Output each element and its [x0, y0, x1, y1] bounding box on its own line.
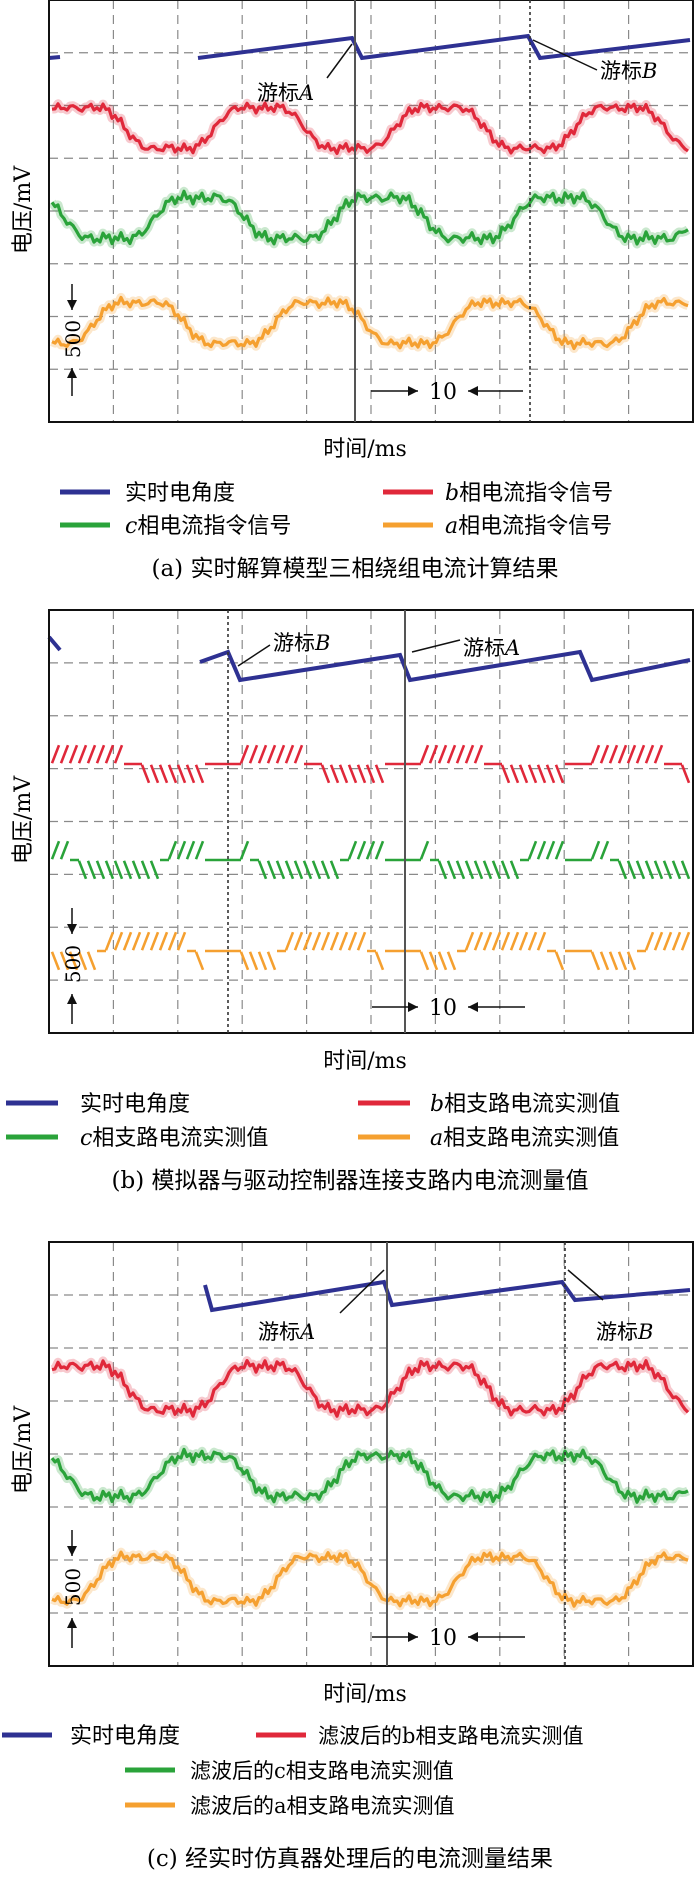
panel-a-ylabel: 电压/mV — [11, 165, 36, 254]
legend-c-label-angle: 实时电角度 — [70, 1724, 180, 1749]
panel-c-trace-b-halo — [50, 1356, 692, 1421]
panel-a-trace-a — [51, 295, 689, 351]
panel-a-cursor-a-leader — [326, 43, 353, 79]
panel-b-ylabel: 电压/mV — [11, 775, 36, 864]
panel-a-cursor-b-leader — [532, 39, 598, 71]
panel-b-trace-b — [50, 744, 691, 784]
panel-b-waveforms — [47, 635, 691, 971]
panel-c-voltage-scale: 500 — [61, 1530, 85, 1648]
panel-a-time-scale-value: 10 — [429, 380, 457, 405]
legend-b-label-a: a相支路电流实测值 — [430, 1126, 619, 1151]
legend-b-label-b: b相支路电流实测值 — [430, 1092, 620, 1117]
panel-b-cursor-a-leader — [411, 639, 461, 653]
panel-b-xlabel: 时间/ms — [323, 1049, 407, 1074]
panel-a-cursor-b-label: 游标B — [600, 59, 657, 83]
panel-b-voltage-scale-value: 500 — [61, 945, 85, 983]
panel-c-xlabel: 时间/ms — [323, 1682, 407, 1707]
panel-b-caption: (b) 模拟器与驱动控制器连接支路内电流测量值 — [112, 1168, 589, 1194]
panel-c-cursor-a-label: 游标A — [258, 1320, 315, 1344]
panel-b-grid — [49, 610, 693, 1033]
panel-b-trace-angle — [47, 635, 691, 683]
panel-c-ylabel: 电压/mV — [11, 1405, 36, 1494]
panel-b-legend: 实时电角度 b相支路电流实测值 c相支路电流实测值 a相支路电流实测值 — [6, 1092, 620, 1151]
legend-b-label-angle: 实时电角度 — [80, 1092, 190, 1117]
panel-a-trace-c — [50, 189, 689, 246]
legend-a-label-c: c相电流指令信号 — [125, 514, 291, 539]
panel-a-grid — [49, 0, 693, 422]
panel-a-xlabel: 时间/ms — [323, 437, 407, 462]
panel-b-frame — [48, 609, 694, 1034]
panel-c-trace-a — [51, 1550, 689, 1608]
panel-b-trace-c — [50, 840, 691, 880]
legend-c-label-b: 滤波后的b相支路电流实测值 — [318, 1724, 583, 1748]
panel-a-caption: (a) 实时解算模型三相绕组电流计算结果 — [152, 556, 559, 582]
panel-b-cursor-b-leader — [237, 644, 271, 667]
panel-c-time-scale-value: 10 — [429, 1626, 457, 1651]
panel-a-cursor-a-label: 游标A — [257, 81, 314, 105]
panel-c-trace-c — [50, 1447, 689, 1504]
panel-c-legend: 实时电角度 滤波后的b相支路电流实测值 滤波后的c相支路电流实测值 滤波后的a相… — [2, 1724, 583, 1818]
panel-a-voltage-scale-value: 500 — [61, 320, 85, 358]
panel-a-trace-angle-start — [48, 55, 61, 60]
legend-a-label-angle: 实时电角度 — [125, 481, 235, 506]
panel-a: 游标A 游标B 10 500 电压/mV 时间/ms 实时电角度 b相电流指令信… — [11, 0, 694, 582]
panel-c-voltage-scale-value: 500 — [61, 1568, 85, 1606]
panel-b-voltage-scale: 500 — [61, 908, 85, 1024]
panel-b-time-scale-value: 10 — [429, 996, 457, 1021]
panel-a-trace-angle — [197, 33, 691, 61]
panel-c-cursor-b-label: 游标B — [596, 1320, 653, 1344]
panel-a-time-scale: 10 — [371, 380, 523, 405]
panel-a-voltage-scale: 500 — [61, 284, 85, 396]
panel-b-trace-a — [50, 931, 691, 971]
panel-c: 游标A 游标B 10 500 电压/mV 时间/ms 实时电角度 滤波后的b相支… — [2, 1241, 694, 1872]
panel-c-cursor-a-leader — [339, 1269, 385, 1314]
legend-c-label-c: 滤波后的c相支路电流实测值 — [190, 1759, 454, 1783]
panel-b-time-scale: 10 — [372, 996, 525, 1021]
panel-c-waveforms — [48, 1279, 692, 1611]
legend-a-label-a: a相电流指令信号 — [445, 514, 612, 539]
panel-a-frame — [48, 0, 694, 423]
panel-a-waveforms — [48, 33, 691, 353]
panel-c-grid — [49, 1242, 693, 1666]
panel-b-cursor-b-label: 游标B — [273, 631, 330, 655]
panel-b: 游标B 游标A 10 500 电压/mV 时间/ms 实时电角度 b相支路电流实… — [6, 609, 694, 1194]
legend-c-label-a: 滤波后的a相支路电流实测值 — [190, 1794, 455, 1818]
panel-c-caption: (c) 经实时仿真器处理后的电流测量结果 — [147, 1846, 553, 1872]
panel-c-cursor-b-leader — [567, 1269, 604, 1301]
panel-c-trace-b — [51, 1359, 690, 1418]
panel-c-frame — [48, 1241, 694, 1667]
panel-c-trace-angle — [203, 1279, 691, 1313]
panel-a-legend: 实时电角度 b相电流指令信号 c相电流指令信号 a相电流指令信号 — [60, 481, 613, 539]
legend-b-label-c: c相支路电流实测值 — [80, 1126, 268, 1151]
panel-b-cursor-a-label: 游标A — [463, 636, 520, 660]
panel-a-trace-b — [51, 101, 689, 155]
legend-a-label-b: b相电流指令信号 — [445, 481, 613, 506]
panel-c-time-scale: 10 — [372, 1626, 525, 1651]
